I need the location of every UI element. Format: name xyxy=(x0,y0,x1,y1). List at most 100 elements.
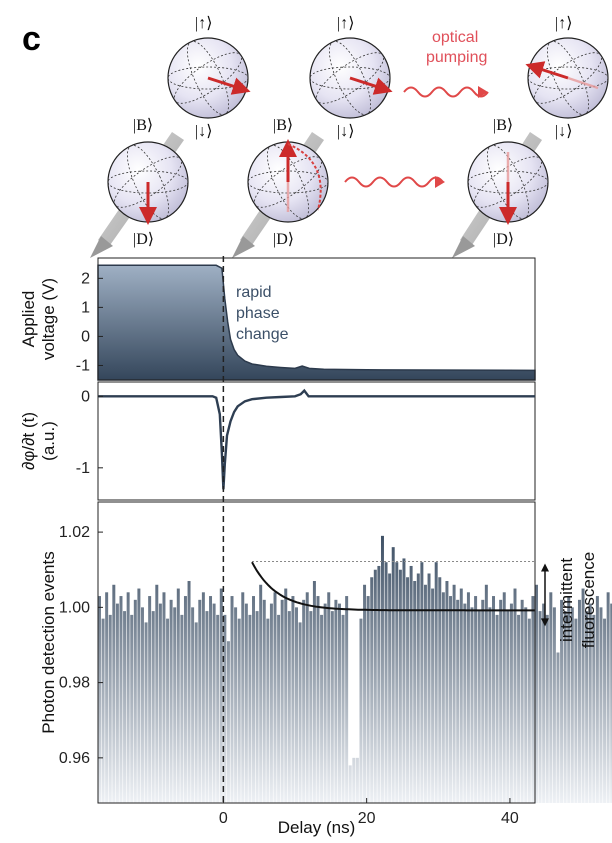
histogram-bar xyxy=(603,618,607,803)
histogram-bar xyxy=(244,603,248,803)
histogram-bar xyxy=(305,592,309,803)
exponential-fit-line xyxy=(251,561,535,612)
histogram-bar xyxy=(477,611,481,803)
optical-pumping-wave xyxy=(403,86,489,98)
photon-xtick-label: 0 xyxy=(219,810,228,827)
histogram-bar xyxy=(337,603,341,803)
voltage-ytick-label: 1 xyxy=(81,299,90,316)
histogram-bar xyxy=(237,618,241,803)
histogram-bar xyxy=(377,565,381,803)
bloch-sphere xyxy=(467,141,549,225)
photon-ytick-label: 0.96 xyxy=(59,750,90,767)
histogram-bar xyxy=(198,599,202,803)
histogram-bar xyxy=(273,592,277,803)
histogram-bar xyxy=(452,584,456,803)
histogram-bar xyxy=(226,641,230,803)
fluorescence-arrowhead-top xyxy=(541,563,549,572)
fluorescence-arrowhead-bottom xyxy=(541,618,549,627)
histogram-bar xyxy=(359,618,363,803)
histogram-bar xyxy=(183,596,187,803)
phase-ytick-label: -1 xyxy=(76,460,90,477)
histogram-bar xyxy=(509,603,513,803)
histogram-bar xyxy=(277,614,281,804)
histogram-bar xyxy=(416,573,420,803)
histogram-bar xyxy=(567,596,571,803)
histogram-bar xyxy=(535,584,538,803)
histogram-bar xyxy=(173,607,177,803)
photon-ytick-label: 1.00 xyxy=(59,599,90,616)
histogram-bar xyxy=(140,607,144,803)
histogram-bar xyxy=(427,573,431,803)
histogram-bar xyxy=(474,596,478,803)
histogram-bar xyxy=(169,599,173,803)
histogram-bar xyxy=(463,603,467,803)
histogram-bar xyxy=(316,596,320,803)
intermittent-fluorescence-label: fluorescence xyxy=(579,552,598,648)
histogram-bar xyxy=(241,592,245,803)
histogram-bar xyxy=(517,614,521,804)
annotation-rapid-phase-change: rapid xyxy=(236,284,272,301)
histogram-bar xyxy=(133,599,137,803)
histogram-bar xyxy=(205,611,209,803)
histogram-bar xyxy=(341,614,345,804)
photon-ytick-label: 1.02 xyxy=(59,524,90,541)
histogram-bar xyxy=(108,614,112,804)
histogram-bar xyxy=(488,607,492,803)
photon-xtick-label: 20 xyxy=(358,810,376,827)
ket-label-bright: |B⟩ xyxy=(493,117,513,134)
histogram-bar xyxy=(252,596,255,803)
histogram-bar xyxy=(545,614,549,804)
chart-panels: 2 1 0 -1 rapid phase change Applied voltage (V) 0… xyxy=(19,256,612,837)
histogram-bar xyxy=(373,569,377,803)
phase-ylabel: (a.u.) xyxy=(39,421,58,461)
histogram-bar xyxy=(595,596,599,803)
histogram-bar xyxy=(191,607,195,803)
bloch-sphere xyxy=(247,139,329,223)
histogram-bar xyxy=(219,588,223,803)
ket-label-bright: |B⟩ xyxy=(133,117,153,134)
voltage-area xyxy=(97,264,536,381)
histogram-bar xyxy=(151,611,155,803)
histogram-bar xyxy=(384,562,388,803)
histogram-bar xyxy=(524,607,528,803)
histogram-bar xyxy=(323,603,327,803)
histogram-bar xyxy=(330,611,334,803)
panel-label: c xyxy=(22,20,41,58)
histogram-bar xyxy=(312,581,316,803)
histogram-bar xyxy=(259,584,263,803)
relaxation-wave xyxy=(344,176,445,188)
histogram-bar xyxy=(520,599,524,803)
bloch-sphere xyxy=(525,37,609,119)
histogram-bar xyxy=(481,599,485,803)
histogram-bar xyxy=(262,599,266,803)
bloch-sphere xyxy=(167,37,251,119)
phase-derivative-line xyxy=(98,388,535,490)
histogram-bar xyxy=(495,614,499,804)
histogram-bar xyxy=(560,599,564,803)
histogram-bar xyxy=(470,607,474,803)
histogram-bar xyxy=(352,757,356,803)
histogram-bar xyxy=(538,611,542,803)
histogram-bar xyxy=(216,614,220,804)
histogram-bar xyxy=(423,584,427,803)
histogram-bar xyxy=(269,603,273,803)
histogram-bar xyxy=(284,588,288,803)
histogram-bar xyxy=(115,603,119,803)
histogram-bar xyxy=(380,535,384,803)
photon-ylabel: Photon detection events xyxy=(39,551,58,733)
histogram-bar xyxy=(570,607,574,803)
histogram-bar xyxy=(506,611,510,803)
ket-label-up: |↑⟩ xyxy=(195,15,212,32)
histogram-bar xyxy=(112,584,116,803)
histogram-bar xyxy=(588,603,592,803)
histogram-bar xyxy=(563,611,567,803)
histogram-bar xyxy=(549,592,553,803)
histogram-bar xyxy=(413,581,417,803)
histogram-bar xyxy=(445,581,449,803)
histogram-bar xyxy=(327,592,331,803)
ket-label-dark: |D⟩ xyxy=(493,231,514,248)
histogram-bar xyxy=(295,607,298,803)
voltage-frame xyxy=(97,257,536,381)
ket-label-down: |↓⟩ xyxy=(337,123,354,140)
